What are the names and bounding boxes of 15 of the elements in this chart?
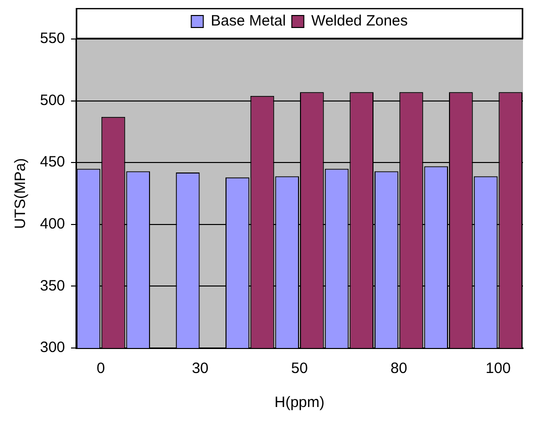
y-tick-label: 500 <box>40 92 66 109</box>
legend-label: Base Metal <box>210 12 286 30</box>
x-axis-title: H(ppm) <box>274 394 325 412</box>
y-tick-label: 300 <box>40 339 66 356</box>
y-tick-label: 400 <box>40 216 66 233</box>
x-tick-label: 80 <box>390 360 408 378</box>
x-tick-label: 0 <box>96 360 106 378</box>
y-axis-title: UTS(MPa) <box>12 158 30 229</box>
x-tick-label: 100 <box>486 360 511 378</box>
y-tick-label: 550 <box>40 30 66 48</box>
x-tick-label: 30 <box>192 360 209 378</box>
y-tick-label: 350 <box>40 277 66 294</box>
x-tick-label: 50 <box>291 360 308 378</box>
legend-label: Welded Zones <box>311 12 408 30</box>
y-tick-label: 450 <box>40 154 66 171</box>
